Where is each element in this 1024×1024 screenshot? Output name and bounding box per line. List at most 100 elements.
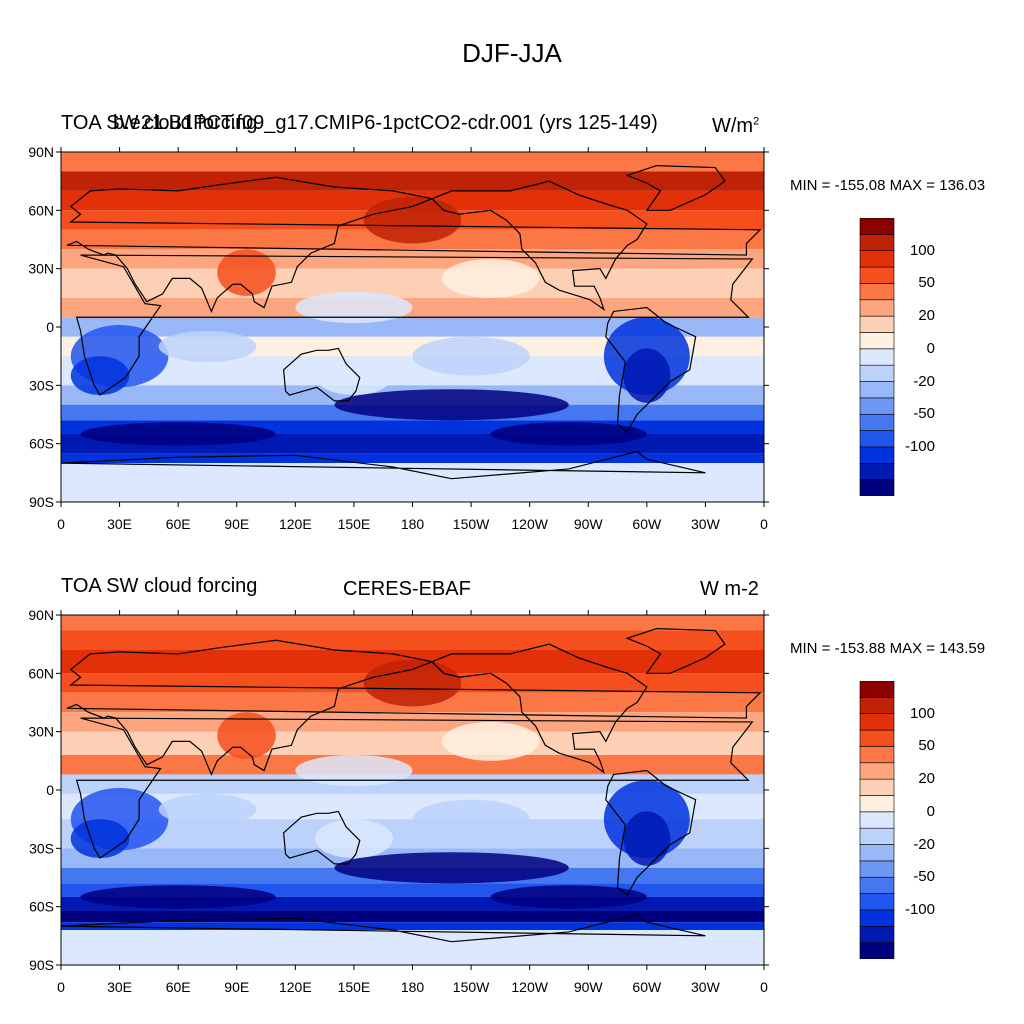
lat-label: 30N: [28, 261, 54, 277]
contour-region: [363, 659, 462, 707]
panel-center-title: CERES-EBAF: [343, 578, 471, 600]
colorbar-swatch: [859, 925, 895, 943]
contour-region: [412, 799, 530, 839]
contour-band: [61, 910, 764, 923]
lon-label: 120E: [279, 516, 312, 532]
coastline: [61, 450, 706, 480]
colorbar-label: -20: [913, 372, 935, 390]
lat-label: 60S: [29, 899, 54, 915]
min-max-label: MIN = -153.88 MAX = 143.59: [790, 640, 986, 657]
lat-label: 30N: [28, 724, 54, 740]
lon-label: 150E: [338, 516, 371, 532]
lat-label: 0: [46, 319, 54, 335]
lon-label: 150E: [338, 979, 371, 995]
contour-region: [295, 292, 413, 324]
panel-center-title: b.e21.B1PCT.f09_g17.CMIP6-1pctCO2-cdr.00…: [113, 112, 658, 134]
colorbar-label: 0: [926, 802, 935, 820]
contour-region: [158, 793, 257, 825]
units-superscript: 2: [753, 115, 760, 128]
coastline: [605, 306, 697, 433]
colorbar-swatch: [859, 778, 895, 796]
lon-label: 120W: [511, 979, 548, 995]
lon-label: 0: [760, 516, 768, 532]
colorbar-swatch: [859, 713, 895, 731]
lon-label: 180: [401, 516, 425, 532]
contour-band: [61, 755, 764, 775]
lon-label: 60W: [632, 979, 662, 995]
colorbar-swatch: [859, 746, 895, 764]
lat-label: 60N: [28, 202, 54, 218]
colorbar-swatch: [859, 729, 895, 747]
lat-label: 90N: [28, 144, 54, 160]
lat-label: 30S: [29, 840, 54, 856]
lon-label: 90E: [224, 516, 249, 532]
coastline: [61, 913, 706, 943]
coastline: [605, 769, 697, 896]
contour-region: [490, 422, 647, 446]
colorbar-label: 20: [918, 770, 935, 788]
lon-label: 30E: [107, 979, 132, 995]
min-max-label: MIN = -155.08 MAX = 136.03: [790, 177, 986, 194]
contour-band: [61, 930, 764, 965]
coastline: [75, 717, 754, 859]
lat-label: 90S: [29, 494, 54, 510]
colorbar-swatch: [859, 893, 895, 911]
coastline: [625, 628, 726, 674]
lat-label: 90S: [29, 957, 54, 973]
colorbar-swatch: [859, 681, 895, 698]
contour-band: [61, 297, 764, 318]
contour-region: [334, 852, 569, 884]
lon-label: 0: [57, 516, 65, 532]
lon-label: 30E: [107, 516, 132, 532]
lon-label: 0: [57, 979, 65, 995]
panel-left-title: TOA SW cloud forcing: [61, 112, 258, 134]
colorbar-label: -50: [913, 405, 935, 423]
lat-label: 0: [46, 782, 54, 798]
colorbar-swatch: [859, 844, 895, 862]
lat-label: 90N: [28, 607, 54, 623]
contour-region: [80, 885, 276, 909]
colorbar-label: 100: [909, 704, 935, 722]
panel-units: W/m2: [712, 116, 759, 136]
contour-region: [70, 819, 130, 859]
lat-label: 60S: [29, 436, 54, 452]
contour-region: [623, 348, 671, 403]
lon-label: 90E: [224, 979, 249, 995]
colorbar-swatch: [859, 218, 895, 235]
colorbar-swatch: [859, 795, 895, 813]
contour-region: [334, 389, 569, 421]
units-base: W m-2: [700, 578, 759, 600]
coastline: [75, 254, 754, 396]
contour-region: [158, 330, 257, 363]
contour-band: [61, 317, 764, 337]
colorbar-label: 20: [918, 307, 935, 325]
coastline: [66, 176, 762, 313]
contour-region: [441, 258, 540, 298]
contour-band: [61, 630, 764, 650]
lon-label: 180: [401, 979, 425, 995]
contour-region: [441, 721, 540, 761]
colorbar-swatch: [859, 827, 895, 845]
lon-label: 30W: [691, 979, 721, 995]
coastline: [282, 347, 361, 402]
contour-band: [61, 774, 764, 794]
colorbar-swatch: [859, 942, 895, 959]
colorbar-label: 0: [926, 339, 935, 357]
contour-band: [61, 615, 764, 631]
lat-label: 30S: [29, 377, 54, 393]
colorbar-swatch: [859, 811, 895, 829]
lon-label: 120W: [511, 516, 548, 532]
lon-label: 120E: [279, 979, 312, 995]
lon-label: 150W: [453, 516, 490, 532]
colorbar-label: -50: [913, 868, 935, 886]
coastline: [430, 180, 648, 312]
lon-label: 0: [760, 979, 768, 995]
coastline: [66, 639, 762, 776]
colorbar-label: 50: [918, 737, 935, 755]
colorbar-label: -100: [904, 900, 935, 918]
panel-left-title: TOA SW cloud forcing: [61, 575, 258, 597]
contour-band: [61, 453, 764, 464]
